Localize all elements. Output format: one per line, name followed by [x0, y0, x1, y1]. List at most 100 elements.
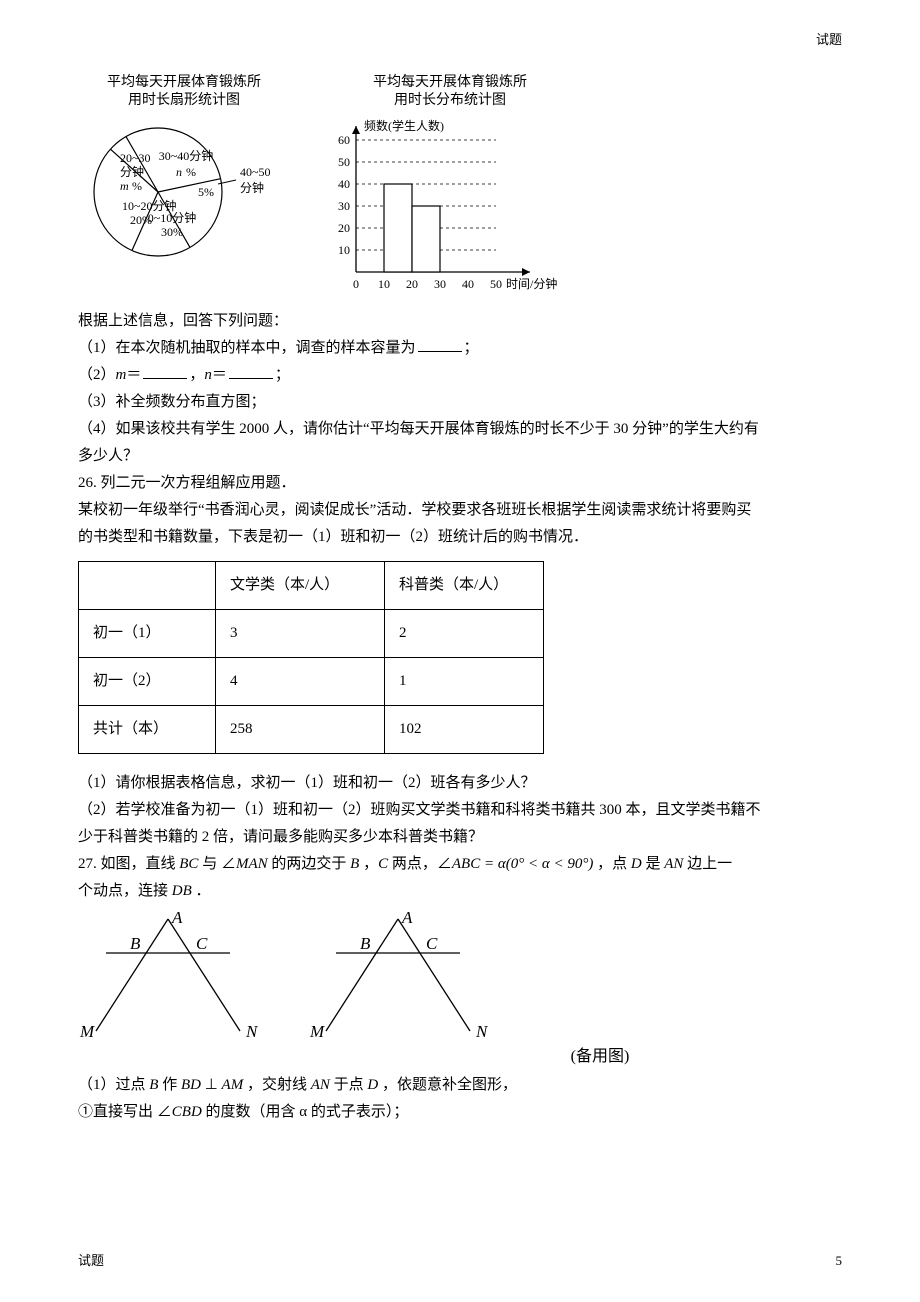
table-cell: 1 [385, 658, 544, 706]
pie-chart: 20~30分钟m%30~40分钟n%5%40~50分钟0~10分钟30%10~2… [78, 112, 290, 282]
page: 试题 平均每天开展体育锻炼所 用时长扇形统计图 20~30分钟m%30~40分钟… [0, 0, 920, 1302]
svg-text:40: 40 [338, 177, 350, 191]
table-cell: 3 [216, 610, 385, 658]
p26-line1: 某校初一年级举行“书香润心灵，阅读促成长”活动．学校要求各班班长根据学生阅读需求… [78, 497, 842, 524]
p26-line2: 的书类型和书籍数量，下表是初一（1）班和初一（2）班统计后的购书情况． [78, 524, 842, 551]
svg-text:30: 30 [434, 277, 446, 291]
svg-text:10~20分钟: 10~20分钟 [122, 198, 177, 213]
svg-text:B: B [360, 934, 371, 953]
svg-text:时间/分钟: 时间/分钟 [506, 276, 557, 291]
q2-sep: ， [189, 367, 204, 383]
geometry-caption: (备用图) [358, 1043, 842, 1072]
svg-text:N: N [475, 1022, 489, 1041]
p27-bc: BC [179, 856, 198, 872]
svg-text:50: 50 [338, 155, 350, 169]
p27-ang2: ∠ [437, 856, 452, 872]
p27-DB: DB [172, 883, 192, 899]
p27-sub2: ①直接写出 ∠CBD 的度数（用含 α 的式子表示）； [78, 1099, 842, 1126]
q2-eq1: ＝ [126, 367, 141, 383]
p27-i: 个动点，连接 [78, 883, 172, 899]
histogram-chart: 频数(学生人数)10203040506001020304050时间/分钟 [320, 112, 580, 298]
p27s1e: ，依题意补全图形， [378, 1077, 517, 1093]
svg-text:50: 50 [490, 277, 502, 291]
q2-blank-m[interactable] [143, 363, 187, 379]
svg-text:30~40分钟: 30~40分钟 [159, 148, 214, 163]
geometry-figure-1: ABCMN [78, 911, 268, 1041]
p27-j: ． [192, 883, 211, 899]
p27-ang1: ∠ [221, 856, 236, 872]
q2-n: n [204, 367, 212, 383]
hist-title-l2: 用时长分布统计图 [394, 93, 506, 108]
p27-a: 27. 如图，直线 [78, 856, 179, 872]
p27s1b: 作 [158, 1077, 181, 1093]
svg-text:B: B [130, 934, 141, 953]
p27-AN: AN [664, 856, 683, 872]
q2-blank-n[interactable] [229, 363, 273, 379]
q2-pre: （2） [78, 367, 116, 383]
question-2: （2）m＝，n＝； [78, 362, 842, 389]
svg-text:20%: 20% [130, 213, 152, 227]
p27-e: 两点， [388, 856, 437, 872]
p27-f: ，点 [593, 856, 631, 872]
q2-m: m [116, 367, 127, 383]
p27s1AM: AM [222, 1077, 244, 1093]
p27s1c: ，交射线 [243, 1077, 311, 1093]
svg-text:0: 0 [353, 277, 359, 291]
p27-eqalpha: = α [480, 856, 506, 872]
pie-chart-title: 平均每天开展体育锻炼所 用时长扇形统计图 [107, 74, 261, 110]
q1-text: （1）在本次随机抽取的样本中，调查的样本容量为 [78, 340, 416, 356]
svg-text:60: 60 [338, 133, 350, 147]
p27s2CBD: CBD [172, 1104, 202, 1120]
p27s1perp: ⊥ [201, 1077, 222, 1093]
book-table: 文学类（本/人）科普类（本/人）初一（1）32初一（2）41共计（本）25810… [78, 561, 544, 754]
p27-h: 边上一 [683, 856, 732, 872]
table-row: 共计（本）258102 [79, 706, 544, 754]
svg-text:频数(学生人数): 频数(学生人数) [364, 118, 444, 133]
table-header [79, 562, 216, 610]
p27-B: B [350, 856, 359, 872]
p27s1D: D [367, 1077, 378, 1093]
p27s1AN: AN [311, 1077, 330, 1093]
svg-text:%: % [186, 165, 196, 179]
p27-sub1: （1）过点 B 作 BD ⊥ AM ，交射线 AN 于点 D ，依题意补全图形， [78, 1072, 842, 1099]
question-4a: （4）如果该校共有学生 2000 人，请你估计“平均每天开展体育锻炼的时长不少于… [78, 416, 842, 443]
p27-man: MAN [236, 856, 268, 872]
svg-text:A: A [401, 911, 413, 927]
p27s1a: （1）过点 [78, 1077, 149, 1093]
table-cell: 102 [385, 706, 544, 754]
p27-d: ， [359, 856, 378, 872]
p27-g: 是 [642, 856, 665, 872]
svg-text:M: M [309, 1022, 325, 1041]
svg-text:C: C [426, 934, 438, 953]
pie-chart-box: 平均每天开展体育锻炼所 用时长扇形统计图 20~30分钟m%30~40分钟n%5… [78, 74, 290, 298]
p27-line2: 个动点，连接 DB ． [78, 878, 842, 905]
content: 平均每天开展体育锻炼所 用时长扇形统计图 20~30分钟m%30~40分钟n%5… [78, 74, 842, 1126]
q1-blank[interactable] [418, 336, 462, 352]
table-header: 科普类（本/人） [385, 562, 544, 610]
svg-text:20~30: 20~30 [120, 151, 151, 165]
svg-text:m: m [120, 179, 129, 193]
p27s2a: ①直接写出 [78, 1104, 157, 1120]
svg-text:分钟: 分钟 [120, 164, 144, 179]
svg-text:分钟: 分钟 [240, 180, 264, 195]
hist-title-l1: 平均每天开展体育锻炼所 [373, 75, 527, 90]
q1-tail: ； [464, 340, 479, 356]
histogram-box: 平均每天开展体育锻炼所 用时长分布统计图 频数(学生人数) 10 20 30 40 50 6… [320, 74, 580, 298]
question-1: （1）在本次随机抽取的样本中，调查的样本容量为 ； [78, 335, 842, 362]
p27-line1: 27. 如图，直线 BC 与 ∠MAN 的两边交于 B ，C 两点，∠ABC =… [78, 851, 842, 878]
svg-text:M: M [79, 1022, 95, 1041]
table-cell: 258 [216, 706, 385, 754]
svg-text:%: % [132, 179, 142, 193]
svg-text:20: 20 [406, 277, 418, 291]
svg-text:5%: 5% [198, 185, 214, 199]
q2-tail: ； [275, 367, 290, 383]
table-cell: 2 [385, 610, 544, 658]
q2-eq2: ＝ [212, 367, 227, 383]
svg-text:C: C [196, 934, 208, 953]
svg-text:30%: 30% [161, 225, 183, 239]
pie-title-l2: 用时长扇形统计图 [128, 93, 240, 108]
geometry-figure-2: A B C M N [308, 911, 498, 1041]
footer-left: 试题 [78, 1249, 104, 1272]
p27-abc: ABC [452, 856, 480, 872]
svg-text:10: 10 [338, 243, 350, 257]
